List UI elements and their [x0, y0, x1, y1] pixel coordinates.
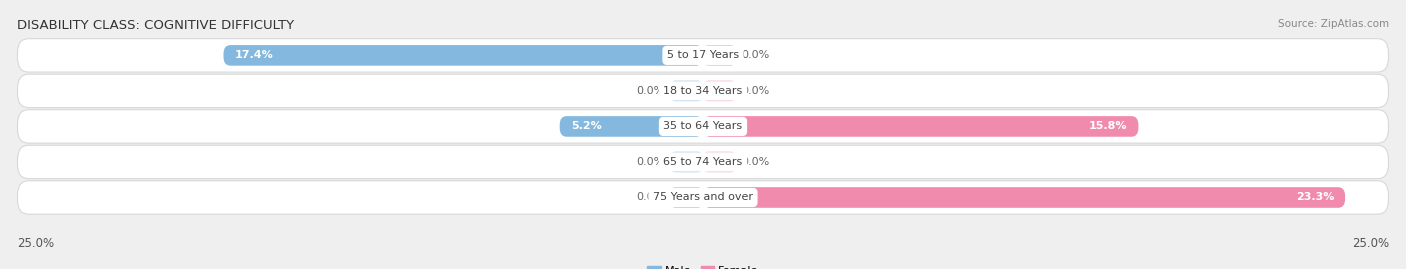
FancyBboxPatch shape	[669, 152, 703, 172]
FancyBboxPatch shape	[703, 45, 737, 66]
Text: Source: ZipAtlas.com: Source: ZipAtlas.com	[1278, 19, 1389, 29]
Text: 15.8%: 15.8%	[1088, 121, 1128, 132]
Text: 25.0%: 25.0%	[1353, 237, 1389, 250]
FancyBboxPatch shape	[560, 116, 703, 137]
FancyBboxPatch shape	[703, 187, 1346, 208]
Legend: Male, Female: Male, Female	[643, 261, 763, 269]
FancyBboxPatch shape	[669, 81, 703, 101]
Text: 0.0%: 0.0%	[741, 157, 770, 167]
FancyBboxPatch shape	[224, 45, 703, 66]
FancyBboxPatch shape	[17, 110, 1389, 143]
Text: 25.0%: 25.0%	[17, 237, 53, 250]
Text: 0.0%: 0.0%	[741, 50, 770, 60]
Text: 0.0%: 0.0%	[636, 193, 665, 203]
Text: 0.0%: 0.0%	[636, 157, 665, 167]
FancyBboxPatch shape	[703, 81, 737, 101]
FancyBboxPatch shape	[669, 187, 703, 208]
Text: 17.4%: 17.4%	[235, 50, 273, 60]
FancyBboxPatch shape	[17, 181, 1389, 214]
FancyBboxPatch shape	[703, 152, 737, 172]
Text: 18 to 34 Years: 18 to 34 Years	[664, 86, 742, 96]
Text: 0.0%: 0.0%	[741, 86, 770, 96]
Text: 75 Years and over: 75 Years and over	[652, 193, 754, 203]
Text: 23.3%: 23.3%	[1296, 193, 1334, 203]
Text: 35 to 64 Years: 35 to 64 Years	[664, 121, 742, 132]
FancyBboxPatch shape	[17, 145, 1389, 179]
Text: 5.2%: 5.2%	[571, 121, 602, 132]
Text: 0.0%: 0.0%	[636, 86, 665, 96]
Text: 65 to 74 Years: 65 to 74 Years	[664, 157, 742, 167]
Text: DISABILITY CLASS: COGNITIVE DIFFICULTY: DISABILITY CLASS: COGNITIVE DIFFICULTY	[17, 19, 294, 32]
FancyBboxPatch shape	[703, 116, 1139, 137]
FancyBboxPatch shape	[17, 74, 1389, 108]
Text: 5 to 17 Years: 5 to 17 Years	[666, 50, 740, 60]
FancyBboxPatch shape	[17, 39, 1389, 72]
